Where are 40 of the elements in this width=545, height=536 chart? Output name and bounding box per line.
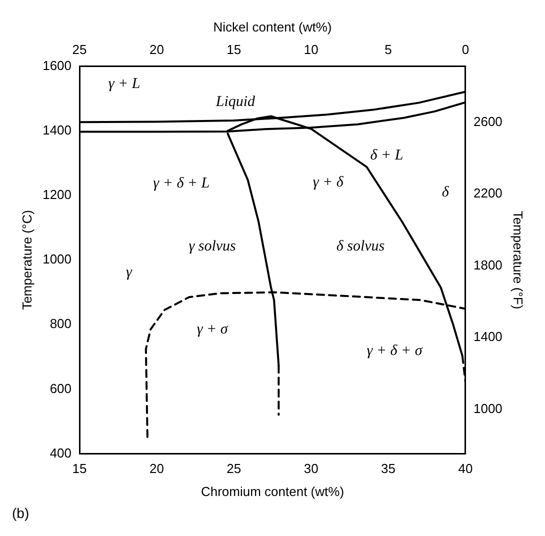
x2-tick-label: 0: [462, 42, 470, 57]
x-axis-title: Chromium content (wt%): [200, 484, 344, 499]
x-tick-label: 40: [458, 461, 473, 476]
x2-tick-label: 20: [149, 42, 164, 57]
y-tick-label: 400: [50, 445, 72, 460]
annotation: γ: [126, 264, 133, 280]
y2-tick-label: 1800: [473, 257, 502, 272]
y2-tick-label: 1000: [473, 400, 502, 416]
y2-tick-label: 2600: [473, 114, 502, 129]
x2-tick-label: 10: [304, 42, 318, 57]
x2-tick-label: 25: [72, 42, 87, 57]
x-tick-label: 35: [381, 461, 396, 476]
y-tick-label: 1200: [42, 186, 72, 202]
annotation: γ + δ + L: [153, 176, 210, 192]
y2-axis-title: Temperature (°F): [510, 210, 526, 310]
y-tick-label: 600: [50, 380, 72, 396]
y-tick-label: 1600: [42, 58, 72, 73]
annotation: δ + L: [370, 147, 404, 164]
y2-tick-label: 2200: [473, 186, 502, 201]
x-tick-label: 15: [72, 461, 87, 476]
annotation: Liquid: [214, 94, 256, 110]
y-tick-label: 800: [50, 316, 72, 332]
x-tick-label: 30: [304, 461, 318, 476]
annotation: γ + L: [108, 76, 140, 92]
x-tick-label: 25: [226, 461, 242, 476]
x2-axis-title: Nickel content (wt%): [213, 19, 332, 34]
annotation: γ + δ: [312, 174, 344, 190]
y-axis-title: Temperature (°C): [19, 210, 34, 310]
y2-tick-label: 1400: [473, 329, 502, 344]
text: (b): [12, 504, 30, 521]
annotation: γ solvus: [188, 238, 236, 254]
annotation: δ solvus: [336, 238, 385, 254]
y-tick-label: 1400: [42, 122, 72, 138]
annotation: δ: [442, 184, 450, 200]
x2-tick-label: 5: [384, 42, 392, 57]
annotation: γ + δ + σ: [366, 343, 423, 360]
x2-tick-label: 15: [226, 42, 242, 57]
annotation: γ + σ: [196, 321, 228, 338]
y-tick-label: 1000: [42, 252, 72, 267]
x-tick-label: 20: [149, 461, 164, 476]
